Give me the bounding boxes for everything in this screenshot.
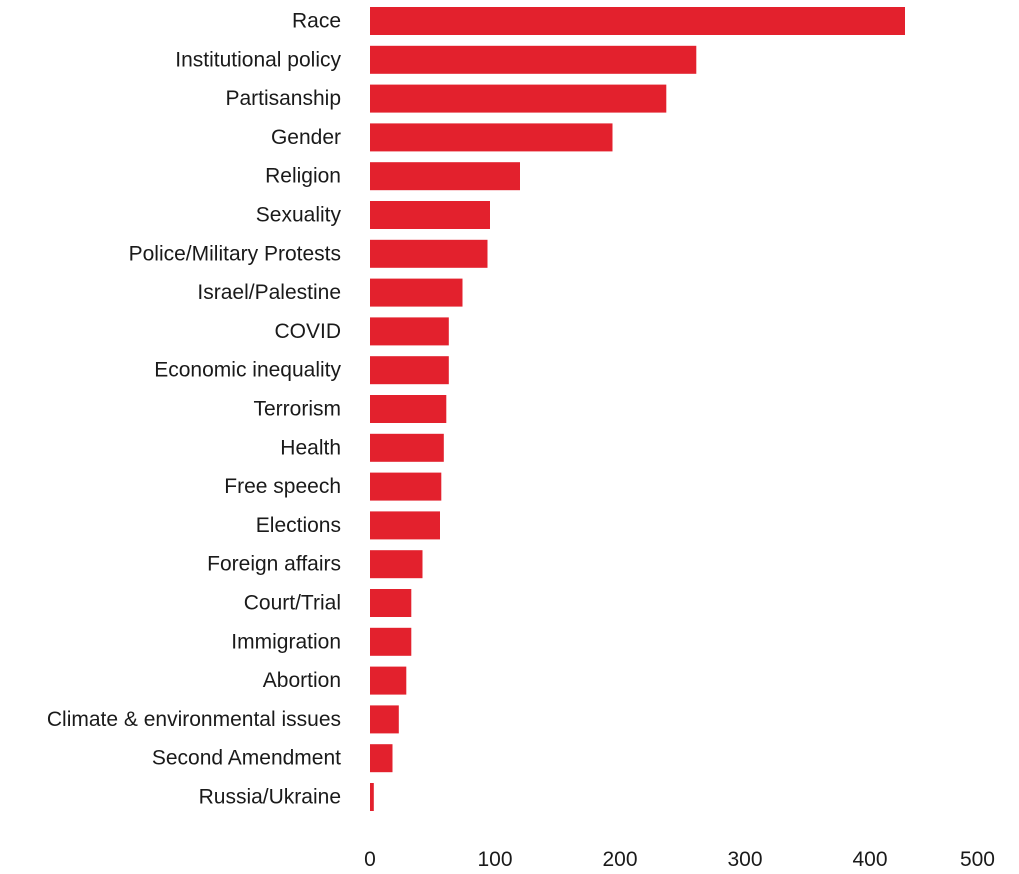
category-label: Elections [256, 514, 341, 537]
bar-9 [370, 356, 449, 385]
category-label: Immigration [231, 630, 341, 653]
bar-11 [370, 433, 444, 462]
bar-12 [370, 472, 442, 501]
category-label: Race [292, 10, 341, 33]
bar-2 [370, 84, 667, 113]
bar-6 [370, 239, 488, 268]
bar-3 [370, 123, 613, 152]
category-label: Religion [265, 165, 341, 188]
category-label: COVID [274, 320, 341, 343]
category-label: Gender [271, 126, 341, 149]
bar-8 [370, 317, 449, 346]
category-label: Partisanship [225, 87, 341, 110]
category-label: Russia/Ukraine [199, 786, 341, 809]
category-labels: Race Institutional policy Partisanship Gend… [47, 10, 342, 809]
x-tick-label: 200 [602, 848, 637, 869]
category-label: Abortion [263, 669, 341, 692]
bar-10 [370, 395, 447, 423]
category-label: Institutional policy [175, 48, 341, 71]
bars-group [370, 7, 905, 811]
x-tick-label: 100 [477, 848, 512, 869]
category-label: Court/Trial [244, 592, 341, 615]
bar-13 [370, 511, 440, 540]
category-label: Police/Military Protests [129, 242, 341, 265]
category-label: Second Amendment [152, 747, 341, 770]
category-label: Climate & environmental issues [47, 708, 341, 731]
bar-14 [370, 550, 423, 579]
bar-17 [370, 666, 407, 695]
x-axis-tick-labels: 0 100 200 300 400 500 [364, 848, 995, 871]
bar-20 [370, 783, 374, 811]
bar-15 [370, 589, 412, 617]
x-tick-label: 400 [852, 848, 887, 869]
bar-4 [370, 162, 520, 191]
category-label: Free speech [224, 475, 341, 498]
bar-18 [370, 705, 399, 734]
bar-16 [370, 627, 412, 656]
bar-7 [370, 278, 463, 307]
bar-19 [370, 744, 393, 773]
category-label: Economic inequality [154, 359, 341, 382]
bar-0 [370, 7, 905, 35]
category-label: Foreign affairs [207, 553, 341, 576]
x-tick-label: 300 [727, 848, 762, 869]
category-label: Terrorism [254, 398, 342, 421]
bar-1 [370, 45, 697, 74]
x-tick-label: 500 [960, 848, 995, 869]
bar-5 [370, 201, 490, 229]
category-label: Israel/Palestine [197, 281, 341, 304]
category-label: Sexuality [256, 204, 342, 227]
category-label: Health [280, 436, 341, 459]
x-tick-label: 0 [364, 848, 376, 869]
